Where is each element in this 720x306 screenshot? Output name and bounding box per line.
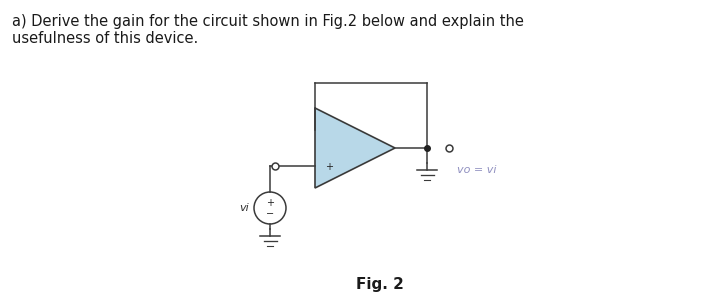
Text: +: + bbox=[266, 198, 274, 208]
Text: vi: vi bbox=[239, 203, 249, 213]
Text: Fig. 2: Fig. 2 bbox=[356, 277, 404, 292]
Circle shape bbox=[254, 192, 286, 224]
Text: vo = vi: vo = vi bbox=[457, 165, 497, 175]
Polygon shape bbox=[315, 108, 395, 188]
Text: a) Derive the gain for the circuit shown in Fig.2 below and explain the
usefulne: a) Derive the gain for the circuit shown… bbox=[12, 14, 524, 47]
Text: −: − bbox=[266, 209, 274, 219]
Text: +: + bbox=[325, 162, 333, 172]
